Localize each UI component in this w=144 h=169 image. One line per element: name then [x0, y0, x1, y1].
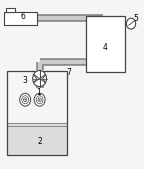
Circle shape	[34, 93, 45, 106]
Text: 1: 1	[36, 88, 40, 97]
Bar	[7, 123, 67, 126]
Text: 4: 4	[103, 43, 108, 52]
Bar	[4, 12, 37, 25]
Bar	[7, 124, 67, 155]
Text: 6: 6	[21, 11, 25, 21]
Text: 7: 7	[67, 68, 72, 77]
Bar	[7, 71, 67, 155]
Circle shape	[126, 18, 136, 29]
Text: 5: 5	[134, 14, 139, 23]
Circle shape	[33, 70, 47, 87]
Polygon shape	[40, 74, 46, 83]
Text: 3: 3	[23, 76, 28, 85]
Circle shape	[39, 99, 40, 101]
Circle shape	[24, 99, 26, 101]
Bar	[6, 8, 15, 12]
Text: 2: 2	[38, 137, 43, 146]
Circle shape	[20, 93, 31, 106]
Bar	[86, 16, 125, 72]
Polygon shape	[33, 74, 40, 83]
